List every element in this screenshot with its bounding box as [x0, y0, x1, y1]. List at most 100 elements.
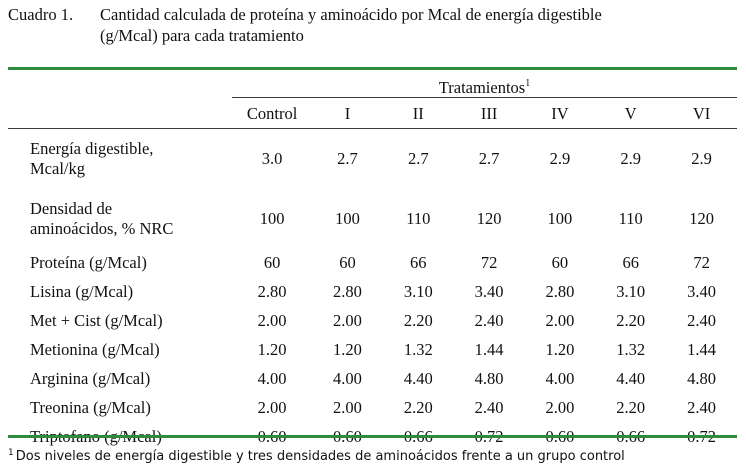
- table-row: Energía digestible, Mcal/kg 3.0 2.7 2.7 2…: [8, 128, 737, 188]
- row-label: Metionina (g/Mcal): [30, 339, 160, 359]
- caption-number: Cuadro 1.: [8, 5, 74, 24]
- table-cell: 2.00: [257, 310, 287, 330]
- column-header-blank: [8, 99, 232, 128]
- table-cell: 100: [259, 209, 285, 228]
- table-cell: 1.32: [616, 339, 646, 359]
- group-header-label: Tratamientos: [438, 78, 526, 97]
- column-header: I: [344, 103, 351, 123]
- table-cell: 2.80: [545, 281, 575, 301]
- table-cell: 2.7: [337, 149, 358, 168]
- row-label: Densidad de aminoácidos, % NRC: [8, 188, 232, 248]
- table-cell: 66: [410, 252, 427, 272]
- table-cell: 3.40: [687, 281, 716, 301]
- table-cell: 4.40: [403, 368, 433, 388]
- row-label-line1: Energía digestible,: [30, 139, 154, 158]
- column-header-row: Control I II III IV V VI: [8, 99, 737, 128]
- table-cell: 1.20: [257, 339, 287, 359]
- table-cell: 2.20: [403, 397, 433, 417]
- table-cell: 1.44: [687, 339, 716, 359]
- table-cell: 2.00: [545, 397, 575, 417]
- row-label-line2: aminoácidos, % NRC: [30, 219, 174, 238]
- table-cell: 120: [689, 209, 714, 228]
- table-cell: 100: [547, 209, 573, 228]
- table-row: Metionina (g/Mcal) 1.20 1.20 1.32 1.44 1…: [8, 335, 737, 364]
- table-cell: 100: [335, 209, 360, 228]
- table-cell: 1.20: [545, 339, 575, 359]
- table-cell: 4.00: [257, 368, 287, 388]
- group-header-rule: [232, 97, 737, 98]
- row-label: Energía digestible, Mcal/kg: [8, 128, 232, 188]
- table-cell: 2.9: [549, 149, 571, 168]
- table-cell: 2.9: [620, 149, 642, 168]
- table-cell: 2.00: [545, 310, 575, 330]
- table-cell: 2.00: [333, 310, 362, 330]
- table-cell: 2.80: [257, 281, 287, 301]
- table-row: Lisina (g/Mcal) 2.80 2.80 3.10 3.40 2.80…: [8, 277, 737, 306]
- table-cell: 60: [339, 252, 356, 272]
- table-cell: 110: [406, 209, 431, 228]
- column-header: Control: [246, 103, 298, 123]
- table-caption: Cuadro 1. Cantidad calculada de proteína …: [8, 4, 736, 46]
- column-header-rule: [8, 128, 737, 129]
- table-cell: 66: [622, 252, 639, 272]
- group-header: Tratamientos1: [232, 72, 737, 97]
- table-cell: 72: [693, 252, 710, 272]
- table-cell: 4.80: [474, 368, 504, 388]
- group-header-footnote-mark: 1: [525, 78, 531, 89]
- table-cell: 2.00: [333, 397, 362, 417]
- table-cell: 110: [618, 209, 643, 228]
- table-cell: 2.40: [687, 310, 716, 330]
- table-cell: 3.10: [403, 281, 433, 301]
- table-cell: 3.10: [616, 281, 646, 301]
- table-top-rule: [8, 67, 737, 70]
- table-footnote: 1 Dos niveles de energía digestible y tre…: [8, 444, 738, 466]
- column-header: VI: [692, 103, 711, 123]
- table-cell: 3.40: [474, 281, 504, 301]
- row-label: Met + Cist (g/Mcal): [30, 310, 163, 330]
- table-cell: 120: [476, 209, 502, 228]
- table-cell: 1.44: [474, 339, 504, 359]
- table-cell: 2.7: [478, 149, 500, 168]
- table-cell: 4.00: [545, 368, 575, 388]
- caption-title-line2: (g/Mcal) para cada tratamiento: [100, 26, 304, 45]
- table-cell: 2.80: [333, 281, 362, 301]
- footnote-text: Dos niveles de energía digestible y tres…: [15, 449, 625, 464]
- data-table: Control I II III IV V VI Energía digesti…: [8, 99, 737, 451]
- table-cell: 2.9: [691, 149, 712, 168]
- column-header: II: [412, 103, 424, 123]
- table-row: Arginina (g/Mcal) 4.00 4.00 4.40 4.80 4.…: [8, 364, 737, 393]
- table-cell: 3.0: [261, 149, 283, 168]
- row-label-line2: Mcal/kg: [30, 159, 85, 178]
- row-label: Arginina (g/Mcal): [30, 368, 151, 388]
- table-cell: 4.40: [616, 368, 646, 388]
- table-cell: 60: [551, 252, 569, 272]
- table-cell: 2.20: [616, 397, 646, 417]
- table-cell: 2.20: [403, 310, 433, 330]
- table-cell: 1.32: [403, 339, 433, 359]
- table-cell: 2.40: [474, 310, 504, 330]
- table-cell: 72: [480, 252, 498, 272]
- caption-title-line1: Cantidad calculada de proteína y aminoác…: [100, 5, 602, 24]
- table-cell: 2.40: [474, 397, 504, 417]
- footnote-mark: 1: [8, 448, 14, 458]
- row-label: Treonina (g/Mcal): [30, 397, 151, 417]
- table-bottom-rule: [8, 435, 737, 438]
- table-cell: 2.40: [687, 397, 716, 417]
- table-cell: 1.20: [333, 339, 362, 359]
- table-row: Met + Cist (g/Mcal) 2.00 2.00 2.20 2.40 …: [8, 306, 737, 335]
- table-cell: 60: [263, 252, 281, 272]
- row-label: Lisina (g/Mcal): [30, 281, 134, 301]
- table-cell: 2.20: [616, 310, 646, 330]
- column-header: IV: [551, 103, 569, 123]
- row-label-line1: Densidad de: [30, 199, 113, 218]
- table-row: Proteína (g/Mcal) 60 60 66 72 60 66 72: [8, 248, 737, 277]
- table-cell: 2.00: [257, 397, 287, 417]
- row-label: Proteína (g/Mcal): [30, 252, 147, 272]
- table-row: Treonina (g/Mcal) 2.00 2.00 2.20 2.40 2.…: [8, 393, 737, 422]
- column-header: III: [480, 103, 498, 123]
- table-row: Densidad de aminoácidos, % NRC 100 100 11…: [8, 188, 737, 248]
- table-cell: 2.7: [407, 149, 429, 168]
- table-cell: 4.00: [333, 368, 362, 388]
- table-cell: 4.80: [687, 368, 716, 388]
